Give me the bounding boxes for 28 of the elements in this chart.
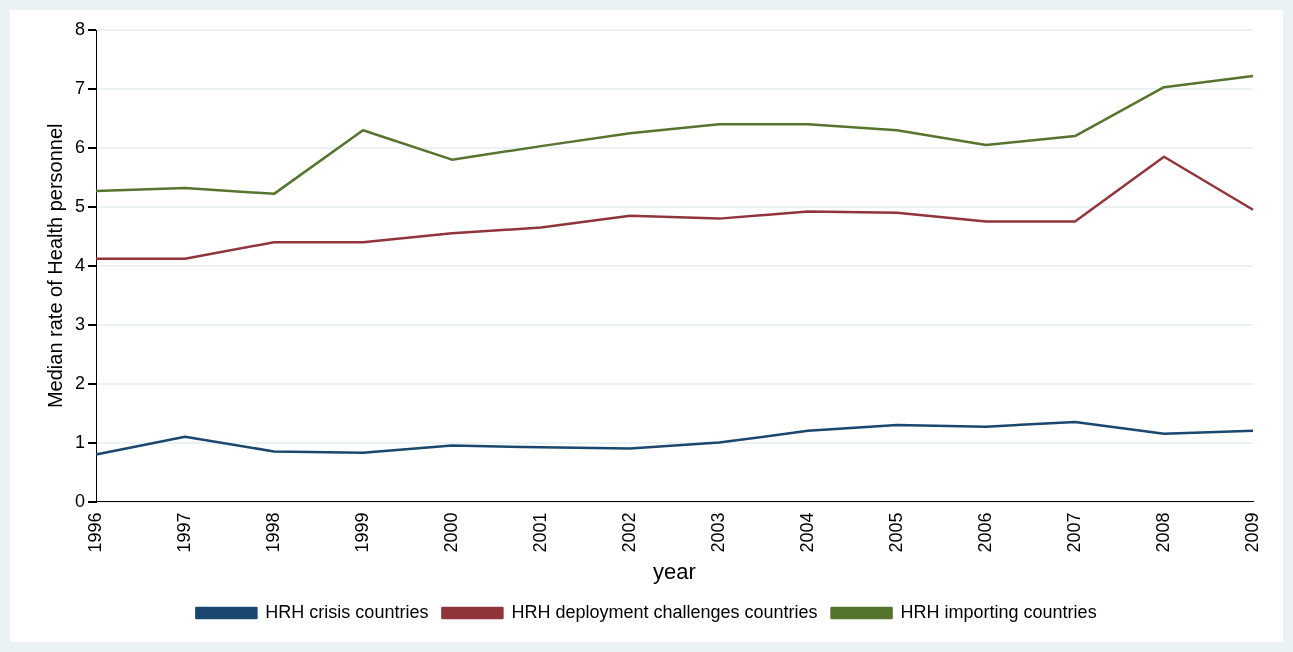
y-axis-title: Median rate of Health personnel <box>43 123 66 409</box>
x-tick-label: 1998 <box>262 512 283 553</box>
y-tick-label: 7 <box>75 77 86 98</box>
x-tick-label: 1999 <box>351 512 372 553</box>
legend-label: HRH importing countries <box>900 601 1097 622</box>
x-tick-label: 2006 <box>974 512 995 553</box>
x-tick-label: 2002 <box>618 512 639 553</box>
x-tick-label: 2008 <box>1152 512 1173 553</box>
y-tick-label: 3 <box>75 313 86 334</box>
y-tick-label: 1 <box>75 431 86 452</box>
y-tick-label: 5 <box>75 195 86 216</box>
x-tick-label: 2009 <box>1241 512 1262 553</box>
x-tick-label: 2004 <box>796 512 817 553</box>
y-tick-label: 0 <box>75 490 86 511</box>
x-tick-label: 1997 <box>173 512 194 553</box>
x-tick-label: 2007 <box>1063 512 1084 553</box>
y-tick-label: 6 <box>75 136 86 157</box>
legend-label: HRH deployment challenges countries <box>511 601 818 622</box>
x-tick-label: 2000 <box>440 512 461 553</box>
y-tick-label: 2 <box>75 372 86 393</box>
x-tick-label: 1996 <box>84 512 105 553</box>
x-tick-label: 2001 <box>529 512 550 553</box>
y-tick-label: 8 <box>75 18 86 39</box>
legend-label: HRH crisis countries <box>265 601 429 622</box>
x-axis-title: year <box>653 558 696 584</box>
y-tick-label: 4 <box>75 254 86 275</box>
x-tick-label: 2005 <box>885 512 906 553</box>
x-tick-label: 2003 <box>707 512 728 553</box>
